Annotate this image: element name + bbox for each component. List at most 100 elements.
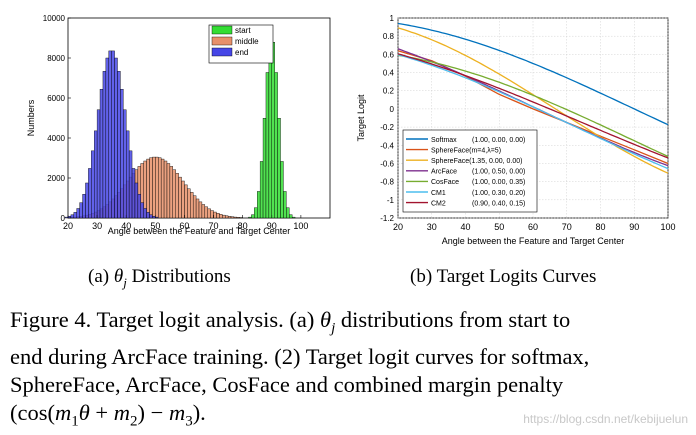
bar-start: [292, 217, 295, 218]
logit-xtick-label: 40: [460, 222, 470, 232]
bar-middle: [182, 181, 185, 218]
bar-start: [266, 72, 269, 218]
logit-ytick-label: -1.2: [380, 214, 394, 223]
bar-middle: [155, 157, 158, 218]
logit-xtick-label: 60: [528, 222, 538, 232]
logit-ytick-label: 0: [390, 105, 395, 114]
caption-plus: +: [90, 400, 114, 425]
caption-theta: θ: [320, 307, 331, 332]
subcaption-b: (b) Target Logits Curves: [410, 266, 596, 288]
bar-middle: [158, 158, 161, 218]
bar-middle: [167, 163, 170, 218]
bar-middle: [234, 217, 237, 218]
legend-label-Softmax: Softmax: [431, 137, 457, 144]
legend-params-ArcFace: (1.00, 0.50, 0.00): [472, 169, 525, 176]
bar-middle: [211, 211, 214, 218]
histogram-ytick-label: 0: [61, 214, 66, 223]
legend-label-start: start: [235, 26, 251, 35]
logit-ytick-label: 1: [390, 14, 395, 23]
bar-start: [263, 118, 266, 218]
logit-xtick-label: 100: [660, 222, 675, 232]
logit-xtick-label: 90: [629, 222, 639, 232]
caption-line-2: end during ArcFace training. (2) Target …: [10, 343, 690, 371]
bar-middle: [219, 214, 222, 218]
histogram-ytick-label: 4000: [47, 134, 65, 143]
logit-ytick-label: -0.2: [380, 123, 394, 132]
bar-middle: [190, 192, 193, 218]
bar-middle: [228, 216, 231, 218]
logit-xtick-label: 50: [494, 222, 504, 232]
legend-label-middle: middle: [235, 37, 259, 46]
bar-end: [120, 89, 123, 218]
subcaption-a: (a) θj Distributions: [88, 266, 231, 291]
bar-start: [286, 208, 289, 218]
bar-start: [278, 118, 281, 218]
bar-end: [155, 217, 158, 218]
bar-middle: [216, 213, 219, 218]
bar-middle: [187, 189, 190, 218]
legend-label-ArcFace: ArcFace: [431, 169, 457, 176]
bar-end: [71, 215, 74, 218]
histogram-ytick-label: 10000: [43, 14, 66, 23]
bar-start: [251, 215, 254, 218]
bar-start: [260, 161, 263, 218]
logit-ytick-label: -0.8: [380, 178, 394, 187]
bar-start: [254, 208, 257, 218]
bar-start: [281, 161, 284, 218]
logit-xtick-label: 70: [562, 222, 572, 232]
bar-end: [129, 151, 132, 218]
bar-end: [74, 212, 77, 218]
subcaption-b-prefix: (b): [410, 266, 432, 287]
bar-start: [275, 72, 278, 218]
histogram-xlabel: Angle between the Feature and Target Cen…: [108, 226, 290, 236]
subcaption-a-sub: j: [123, 275, 127, 290]
bar-middle: [161, 159, 164, 218]
logit-ytick-label: -1: [387, 196, 395, 205]
histogram-ytick-label: 2000: [47, 174, 65, 183]
bar-end: [91, 151, 94, 218]
caption-m3-sub: 3: [185, 413, 193, 429]
legend-label-end: end: [235, 48, 248, 57]
caption-theta-sub: j: [331, 321, 335, 337]
bar-end: [109, 51, 112, 218]
legend-label-SphereFace(1.35, 0.00, 0.00): SphereFace(1.35, 0.00, 0.00): [431, 158, 522, 165]
legend-label-CM1: CM1: [431, 190, 446, 197]
histogram-xtick-label: 100: [293, 221, 308, 231]
subcaption-a-theta: θ: [114, 266, 123, 287]
bar-end: [80, 203, 83, 218]
legend-label-SphereFace(m=4,λ=5): SphereFace(m=4,λ=5): [431, 147, 501, 154]
caption-m3: m: [169, 400, 185, 425]
legend-label-CM2: CM2: [431, 200, 446, 207]
caption-minus: ) −: [138, 400, 169, 425]
bar-end: [83, 194, 86, 218]
bar-end: [147, 212, 150, 218]
bar-middle: [222, 215, 225, 218]
caption-formula-open: (cos(: [10, 400, 55, 425]
logit-ytick-label: 0.4: [383, 69, 395, 78]
legend-swatch-middle: [212, 37, 232, 45]
bar-end: [115, 58, 118, 218]
legend-swatch-end: [212, 48, 232, 56]
logit-ytick-label: -0.6: [380, 159, 394, 168]
histogram-ylabel: Numbers: [26, 99, 36, 136]
bar-end: [132, 168, 135, 218]
watermark: https://blog.csdn.net/kebijuelun: [523, 412, 688, 426]
bar-end: [135, 183, 138, 218]
bar-start: [289, 215, 292, 218]
bar-start: [272, 42, 275, 218]
caption-formula-theta: θ: [79, 400, 90, 425]
bar-start: [248, 217, 251, 218]
bar-start: [257, 191, 260, 218]
histogram-ytick-label: 6000: [47, 94, 65, 103]
subcaption-a-text: Distributions: [132, 266, 231, 287]
histogram-ytick-label: 8000: [47, 54, 65, 63]
bar-middle: [179, 177, 182, 218]
bar-middle: [208, 209, 211, 218]
legend-params-CosFace: (1.00, 0.00, 0.35): [472, 179, 525, 186]
bar-end: [150, 215, 153, 218]
bar-end: [138, 194, 141, 218]
bar-middle: [237, 217, 240, 218]
caption-line-1: Figure 4. Target logit analysis. (a) θj …: [10, 306, 690, 343]
